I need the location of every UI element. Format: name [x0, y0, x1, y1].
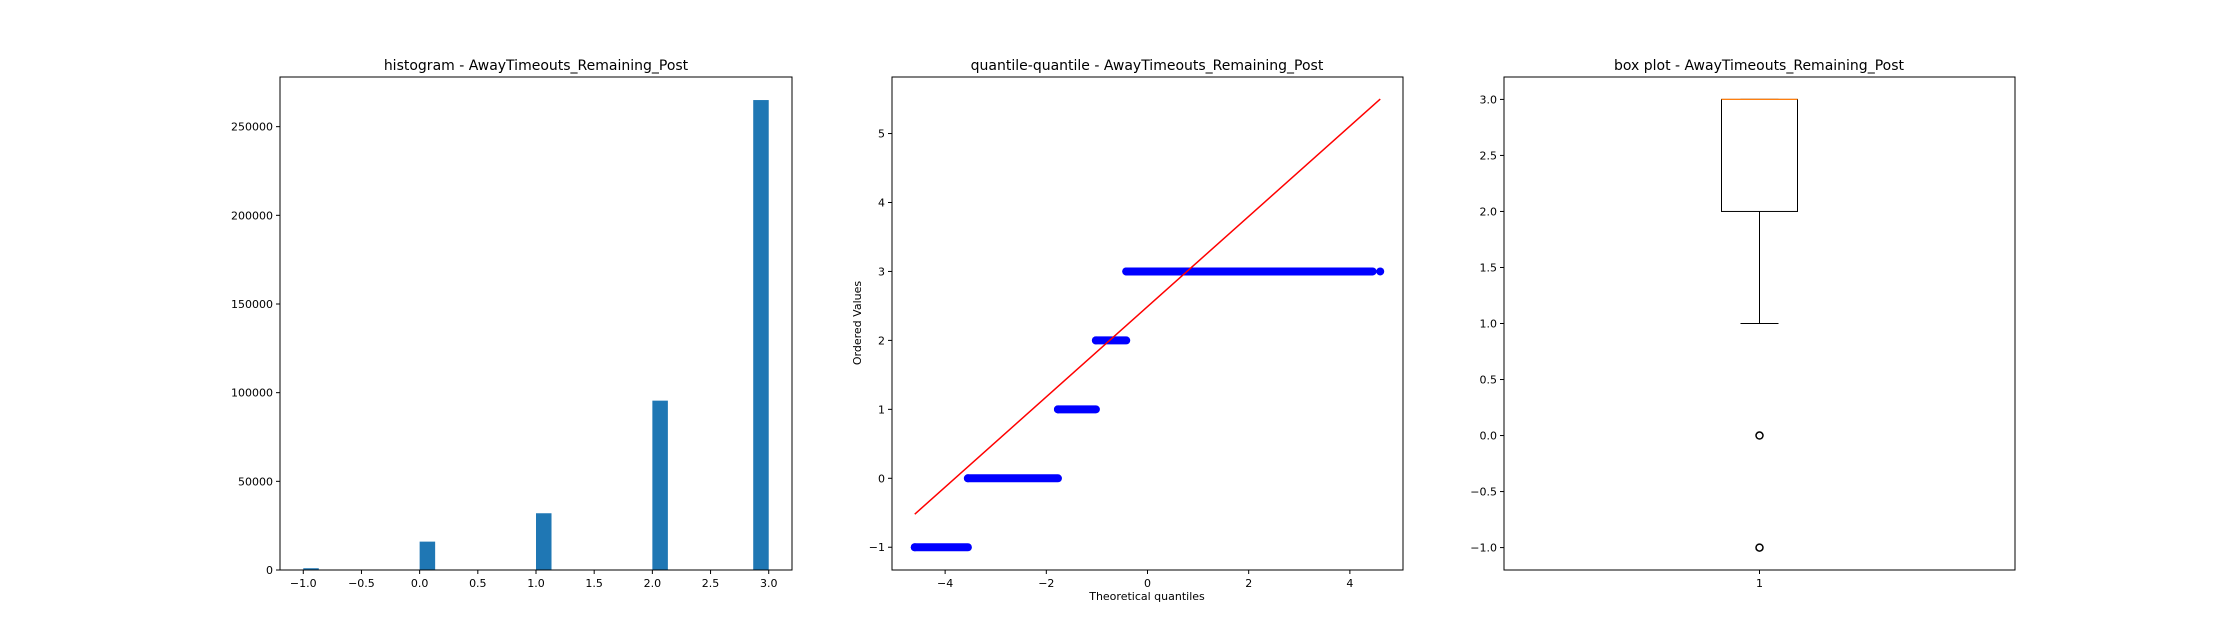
histogram-ytick-label: 50000: [238, 475, 273, 488]
qq-ytick-label: 4: [878, 196, 885, 209]
qq-axes-frame: [891, 76, 1404, 571]
boxplot-outlier: [1755, 543, 1764, 552]
histogram-bar: [536, 513, 552, 570]
qq-ytick-label: 2: [878, 334, 885, 347]
qq-point: [1091, 336, 1100, 345]
histogram-ytick-label: 0: [266, 564, 273, 577]
boxplot-ytick-label: 2.0: [1480, 205, 1498, 218]
boxplot-ytick-label: 3.0: [1480, 93, 1498, 106]
qq-point: [910, 543, 919, 552]
histogram-ytick-label: 200000: [231, 209, 273, 222]
histogram-ytick-label: 250000: [231, 121, 273, 134]
histogram-xtick-label: −1.0: [290, 577, 317, 590]
histogram-ytick-label: 150000: [231, 298, 273, 311]
histogram-xtick-label: 1.5: [585, 577, 603, 590]
qq-ytick-label: 5: [878, 128, 885, 141]
qq-xtick-label: 2: [1245, 577, 1252, 590]
boxplot-ytick-label: 0.5: [1480, 374, 1498, 387]
boxplot-ytick-label: −0.5: [1470, 486, 1497, 499]
qq-xtick-label: −2: [1038, 577, 1054, 590]
boxplot-ytick-label: 1.5: [1480, 261, 1498, 274]
boxplot-box: [1721, 98, 1798, 212]
qq-ytick-label: −1: [869, 541, 885, 554]
qq-points-layer: [910, 98, 1385, 552]
qq-xtick-label: 0: [1144, 577, 1151, 590]
histogram-xtick-label: −0.5: [348, 577, 375, 590]
qq-point: [963, 474, 972, 483]
qq-xtick-label: −4: [937, 577, 953, 590]
qq-ytick-label: 3: [878, 265, 885, 278]
histogram-xtick-label: 0.5: [469, 577, 487, 590]
qq-xlabel: Theoretical quantiles: [1088, 590, 1205, 603]
qq-xtick-label: 4: [1346, 577, 1353, 590]
boxplot-ytick-label: 2.5: [1480, 149, 1498, 162]
histogram-ytick-label: 100000: [231, 387, 273, 400]
histogram-bar: [652, 400, 668, 570]
qq-ytick-label: 0: [878, 472, 885, 485]
qq-ytick-label: 1: [878, 403, 885, 416]
boxplot-xtick-label: 1: [1756, 577, 1763, 590]
histogram-bar: [303, 568, 319, 570]
histogram-xtick-label: 3.0: [760, 577, 778, 590]
qq-point: [1376, 267, 1385, 276]
boxplot-plot-area: 1 −1.0 −0.5 0.0 0.5 1.0 1.5 2.0 2.5 3.0: [1470, 93, 1798, 590]
histogram-xtick-label: 1.0: [527, 577, 545, 590]
histogram-title: histogram - AwayTimeouts_Remaining_Post: [384, 58, 689, 74]
qq-reference-line: [914, 98, 1381, 515]
qq-point: [1122, 267, 1131, 276]
boxplot-ytick-label: 0.0: [1480, 430, 1498, 443]
histogram-xtick-label: 2.0: [644, 577, 662, 590]
histogram-bar: [419, 541, 436, 570]
qq-point: [1053, 405, 1062, 414]
boxplot-title: box plot - AwayTimeouts_Remaining_Post: [1614, 58, 1904, 74]
qq-title: quantile-quantile - AwayTimeouts_Remaini…: [971, 58, 1324, 74]
histogram-plot-area: −1.0 −0.5 0.0 0.5 1.0 1.5 2.0 2.5 3.0 0 50000 10000…: [231, 100, 777, 590]
boxplot-panel: box plot - AwayTimeouts_Remaining_Post 1…: [1470, 58, 2016, 590]
histogram-axes-frame: [279, 76, 793, 571]
histogram-xtick-label: 0.0: [411, 577, 429, 590]
histogram-xtick-label: 2.5: [702, 577, 720, 590]
boxplot-outlier: [1755, 431, 1764, 440]
qq-ylabel: Ordered Values: [851, 281, 864, 365]
boxplot-ytick-label: 1.0: [1480, 318, 1498, 331]
qq-panel: quantile-quantile - AwayTimeouts_Remaini…: [851, 58, 1404, 603]
histogram-panel: histogram - AwayTimeouts_Remaining_Post …: [231, 58, 793, 590]
boxplot-ytick-label: −1.0: [1470, 542, 1497, 555]
histogram-bar: [753, 100, 769, 570]
qq-plot-area: −4 −2 0 2 4 −1 0 1 2 3 4 5: [869, 98, 1385, 590]
boxplot-axes-frame: [1503, 76, 2016, 571]
